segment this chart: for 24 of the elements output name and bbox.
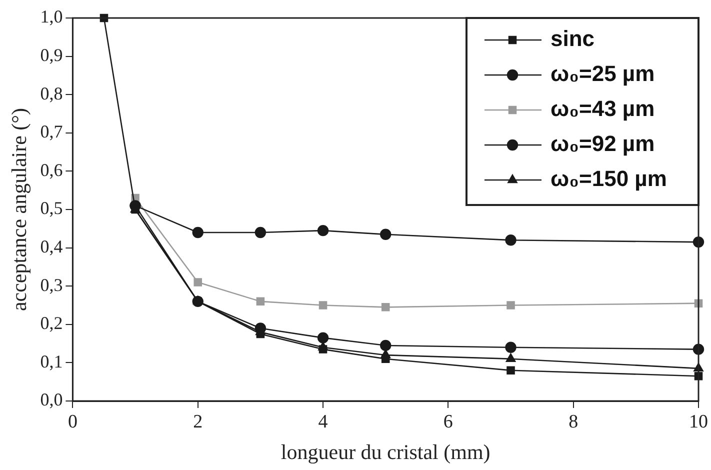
- x-tick-label: 4: [318, 411, 328, 432]
- y-tick-label: 0,7: [40, 122, 63, 142]
- legend-label: sinc: [550, 26, 595, 52]
- x-tick-label: 0: [68, 411, 78, 432]
- legend-label: ω₀=43 µm: [550, 96, 655, 122]
- legend-label: ω₀=150 µm: [550, 166, 667, 192]
- x-axis-title: longueur du cristal (mm): [280, 440, 490, 464]
- y-tick-label: 0,4: [40, 236, 63, 257]
- y-tick-label: 0,5: [40, 198, 63, 218]
- y-tick-label: 0,1: [40, 351, 63, 372]
- y-tick-label: 0,3: [40, 274, 63, 295]
- x-tick-label: 6: [443, 411, 453, 432]
- y-axis-title: acceptance angulaire (°): [7, 108, 32, 312]
- y-tick-label: 0,2: [40, 313, 63, 334]
- y-tick-label: 0,8: [40, 83, 63, 104]
- y-tick-label: 0,0: [40, 390, 63, 410]
- x-tick-label: 2: [193, 411, 203, 432]
- legend-label: ω₀=92 µm: [550, 131, 655, 156]
- y-tick-label: 0,6: [40, 160, 63, 180]
- x-tick-label: 10: [689, 411, 708, 432]
- y-tick-label: 0,9: [40, 45, 63, 66]
- legend-label: ω₀=25 µm: [550, 61, 655, 86]
- x-tick-label: 8: [568, 411, 578, 432]
- y-tick-label: 1,0: [40, 6, 63, 27]
